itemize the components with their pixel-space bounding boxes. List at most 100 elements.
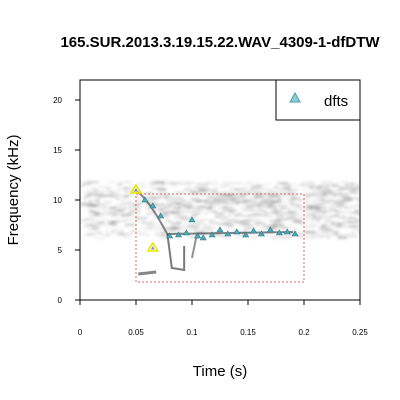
spectrogram-cell: [88, 222, 93, 225]
spectrogram-cell: [295, 234, 305, 236]
spectrogram-cell: [247, 201, 255, 203]
spectrogram-cell: [315, 232, 321, 235]
spectrogram-cell: [253, 204, 264, 206]
spectrogram-cell: [341, 199, 352, 202]
spectrogram-cell: [321, 224, 328, 227]
spectrogram-cell: [311, 191, 322, 194]
data-point-18: [283, 228, 291, 235]
data-point-16: [266, 226, 274, 233]
spectrogram-cell: [338, 235, 350, 238]
spectrogram-cell: [230, 198, 236, 200]
spectrogram-cell: [259, 200, 267, 202]
spectrogram-cell: [355, 210, 359, 212]
data-point-0: [141, 196, 149, 203]
spectrogram-cell: [263, 224, 269, 226]
noise-band: [80, 181, 360, 240]
spectrogram-cell: [211, 190, 219, 193]
spectrogram-cell: [260, 199, 269, 202]
spectrogram-cell: [343, 201, 348, 204]
spectrogram-cell: [139, 202, 150, 204]
spectrogram-cell: [102, 205, 106, 207]
spectrogram-cell: [87, 189, 92, 192]
spectrogram-cell: [87, 187, 96, 189]
spectrogram-cell: [305, 186, 311, 188]
spectrogram-cell: [225, 198, 236, 201]
spectrogram-cell: [317, 215, 327, 218]
spectrogram-cell: [192, 186, 200, 189]
spectrogram-cell: [135, 218, 146, 220]
spectrogram-cell: [297, 184, 305, 186]
spectrogram-cell: [287, 192, 297, 195]
start-end-markers: [129, 183, 160, 252]
spectrogram-cell: [310, 219, 321, 221]
spectrogram-cell: [274, 210, 279, 212]
spectrogram-cell: [218, 196, 224, 198]
spectrogram-cell: [137, 194, 140, 196]
spectrogram-cell: [145, 205, 151, 208]
spectrogram-cell: [185, 220, 190, 222]
data-point-19: [291, 230, 299, 237]
spectrogram-cell: [323, 197, 334, 199]
spectrogram-cell: [234, 187, 245, 191]
spectrogram-cell: [211, 203, 221, 205]
spectrogram-cell: [340, 234, 350, 237]
spectrogram-cell: [167, 199, 178, 201]
spectrogram-cell: [202, 191, 214, 194]
spectrogram-cell: [318, 227, 327, 230]
spectrogram-cell: [222, 213, 227, 216]
spectrogram-cell: [176, 203, 188, 205]
spectrogram-cell: [300, 184, 310, 186]
spectrogram-cell: [289, 200, 295, 202]
spectrogram-cell: [286, 208, 292, 210]
spectrogram-cell: [302, 187, 306, 191]
spectrogram-cell: [218, 216, 225, 218]
spectrogram-cell: [176, 197, 183, 200]
series-dfts: [141, 196, 299, 241]
spectrogram-cell: [331, 209, 336, 211]
spectrogram-cell: [123, 206, 128, 210]
spectrogram-cell: [293, 227, 300, 230]
spectrogram-cell: [199, 220, 206, 223]
spectrogram-cell: [237, 202, 246, 205]
spectrogram-cell: [215, 198, 224, 200]
spectrogram-cell: [192, 228, 205, 231]
spectrogram-cell: [190, 198, 198, 200]
spectrogram-cell: [253, 201, 264, 204]
spectrogram-cell: [172, 213, 184, 216]
spectrogram-cell: [172, 207, 181, 209]
spectrogram-cell: [208, 222, 211, 225]
spectrogram-cell: [320, 211, 329, 213]
spectrogram-cell: [342, 205, 351, 207]
spectrogram-cell: [277, 204, 286, 207]
spectrogram-cell: [181, 219, 186, 222]
x-tick-label-3: 0.15: [240, 328, 256, 337]
spectrogram-cell: [304, 205, 314, 208]
spectrogram-cell: [302, 190, 306, 192]
spectrogram-cell: [130, 224, 134, 227]
spectrogram-cell: [330, 200, 338, 202]
spectrogram-cell: [262, 226, 275, 228]
spectrogram-cell: [271, 222, 282, 225]
spectrogram-cell: [133, 205, 136, 207]
spectrogram-cell: [257, 208, 266, 211]
spectrogram-cell: [80, 185, 85, 187]
spectrogram-cell: [142, 199, 154, 201]
spectrogram-cell: [247, 214, 256, 216]
spectrogram-cell: [176, 191, 183, 195]
spectrogram-cell: [164, 194, 170, 196]
spectrogram-cell: [339, 181, 348, 183]
spectrogram-cell: [118, 182, 123, 185]
spectrogram-cell: [251, 236, 257, 239]
spectrogram-cell: [316, 202, 325, 204]
spectrogram-cell: [178, 214, 187, 217]
spectrogram-cell: [89, 215, 101, 217]
spectrogram-cell: [92, 188, 99, 191]
spectrogram-cell: [81, 182, 92, 186]
data-point-2: [157, 212, 165, 219]
spectrogram-cell: [235, 235, 247, 238]
spectrogram-cell: [313, 211, 318, 213]
spectrogram-cell: [164, 207, 174, 209]
spectrogram-cell: [208, 195, 221, 199]
spectrogram-cell: [302, 182, 306, 184]
spectrogram-cell: [351, 182, 358, 186]
